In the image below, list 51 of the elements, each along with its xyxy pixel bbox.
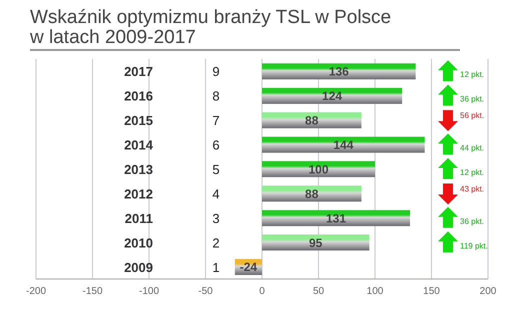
bar bbox=[262, 161, 375, 178]
x-tick-label: -100 bbox=[138, 286, 160, 298]
bar bbox=[262, 186, 362, 202]
x-tick-label: -150 bbox=[82, 286, 103, 298]
bar bbox=[262, 63, 416, 80]
y-tick-label: 2016 bbox=[124, 88, 153, 104]
x-tick-label: 100 bbox=[366, 286, 384, 298]
annotation: 36 pkt. bbox=[460, 216, 484, 226]
annotation: 8 bbox=[212, 88, 220, 104]
y-tick-label: 2012 bbox=[124, 186, 153, 202]
y-tick-label: 2013 bbox=[124, 162, 153, 177]
annotation: 6 bbox=[212, 138, 220, 153]
y-tick-label: 2011 bbox=[124, 210, 153, 226]
annotation: 12 pkt. bbox=[460, 168, 484, 177]
annotation: 44 pkt. bbox=[460, 144, 484, 153]
data-label: 144 bbox=[333, 138, 354, 152]
annotation: 43 pkt. bbox=[460, 184, 484, 194]
y-tick-label: 2014 bbox=[124, 138, 154, 153]
y-tick-label: 2010 bbox=[124, 235, 153, 250]
bar bbox=[262, 210, 410, 226]
y-tick-label: 2015 bbox=[124, 113, 153, 128]
x-tick-label: -200 bbox=[26, 286, 46, 298]
bar bbox=[262, 136, 425, 153]
annotation: 36 pkt. bbox=[460, 94, 484, 104]
data-label: 124 bbox=[322, 89, 342, 104]
data-label: 88 bbox=[305, 186, 319, 201]
bar bbox=[262, 88, 402, 104]
y-tick-label: 2017 bbox=[124, 64, 153, 80]
x-tick-label: 0 bbox=[259, 286, 266, 298]
x-tick-label: 200 bbox=[480, 286, 497, 298]
data-label: 100 bbox=[308, 162, 329, 176]
annotation: 5 bbox=[212, 162, 220, 177]
annotation: 3 bbox=[212, 210, 220, 226]
x-tick-label: 50 bbox=[312, 286, 324, 298]
y-tick-label: 2009 bbox=[124, 260, 153, 275]
annotation: 119 pkt. bbox=[460, 241, 488, 250]
data-label: -24 bbox=[240, 260, 258, 274]
data-label: 88 bbox=[305, 114, 319, 128]
x-tick-label: -50 bbox=[198, 286, 214, 298]
x-tick-label: 150 bbox=[423, 286, 440, 298]
annotation: 7 bbox=[212, 113, 220, 128]
annotation: 56 pkt. bbox=[460, 111, 484, 120]
annotation: 2 bbox=[212, 235, 220, 250]
annotation: 1 bbox=[212, 260, 220, 275]
bar bbox=[262, 112, 362, 128]
bar bbox=[262, 234, 370, 251]
chart-title: Wskaźnik optymizmu branży TSL w Polsce w latach 2009-2017 bbox=[30, 7, 460, 48]
annotation: 4 bbox=[212, 186, 220, 202]
data-label: 95 bbox=[308, 236, 323, 250]
annotation: 12 pkt. bbox=[460, 70, 484, 80]
annotation: 9 bbox=[212, 64, 220, 80]
